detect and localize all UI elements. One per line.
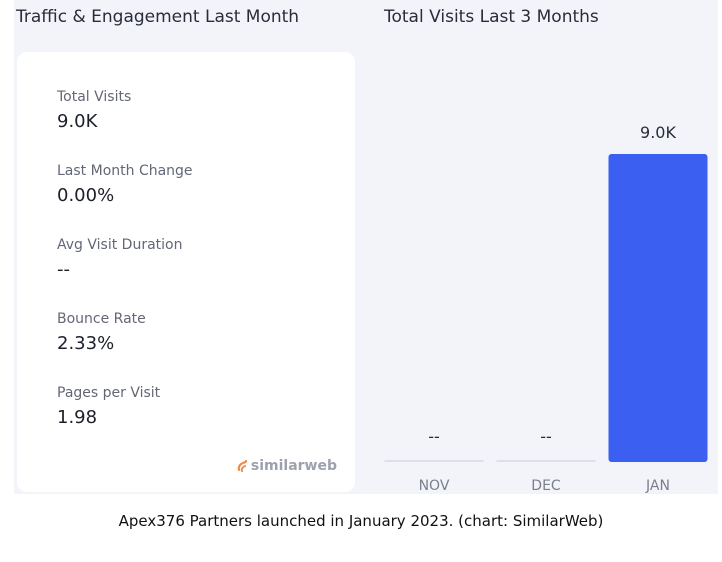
stat-bounce-rate: Bounce Rate 2.33% [57,310,146,356]
stat-last-month-change: Last Month Change 0.00% [57,162,193,208]
data-label-jan: 9.0K [640,123,676,142]
stats-card: Total Visits 9.0K Last Month Change 0.00… [17,52,355,492]
stat-pages-per-visit: Pages per Visit 1.98 [57,384,160,430]
bar-chart: -- NOV -- DEC 9.0K JAN [384,123,708,494]
data-label-nov: -- [428,427,440,446]
stat-value: -- [57,259,70,280]
x-tick-nov: NOV [419,478,450,494]
stat-total-visits: Total Visits 9.0K [57,88,131,134]
total-visits-heading: Total Visits Last 3 Months [384,7,599,27]
stat-label: Bounce Rate [57,311,146,327]
stat-value: 1.98 [57,407,98,428]
caption: Apex376 Partners launched in January 202… [118,512,604,530]
stat-label: Avg Visit Duration [57,237,183,253]
stat-label: Last Month Change [57,163,193,179]
data-label-dec: -- [540,427,552,446]
stat-label: Pages per Visit [57,385,161,401]
stat-value: 2.33% [57,333,115,354]
similarweb-logo-icon [237,460,247,472]
stat-value: 0.00% [57,185,115,206]
bar-jan[interactable] [608,154,708,462]
total-visits-chart: -- NOV -- DEC 9.0K JAN [384,40,718,494]
stat-label: Total Visits [57,89,132,105]
traffic-engagement-heading: Traffic & Engagement Last Month [16,7,300,27]
stat-avg-visit-duration: Avg Visit Duration -- [57,236,182,282]
widget-panel: Traffic & Engagement Last Month Total Vi… [14,0,718,494]
stat-value: 9.0K [57,111,98,132]
similarweb-wordmark: similarweb [250,458,337,474]
x-tick-dec: DEC [531,478,561,494]
x-tick-jan: JAN [645,478,670,494]
similarweb-logo: similarweb [237,458,337,474]
bar-nov[interactable] [384,460,484,462]
bar-dec[interactable] [496,460,596,462]
